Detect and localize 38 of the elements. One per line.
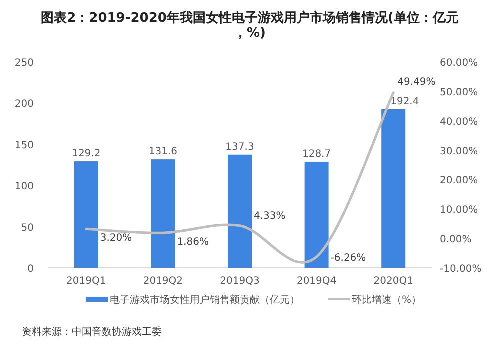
text: 资料来源：中国音数协游戏工委 — [22, 326, 162, 338]
data-label: 4.33% — [254, 210, 286, 222]
y2-tick-label: 40.00% — [440, 116, 478, 128]
x-tick-label: 2019Q4 — [296, 276, 337, 287]
data-label: 131.6 — [148, 146, 178, 158]
y2-tick-label: 30.00% — [440, 146, 478, 158]
y2-tick-label: 50.00% — [440, 87, 478, 98]
data-label: 49.49% — [398, 76, 436, 88]
data-label: 137.3 — [226, 142, 254, 153]
data-label: 3.20% — [100, 233, 132, 244]
x-tick-label: 2020Q1 — [374, 276, 414, 287]
y2-tick-label: 10.00% — [440, 205, 478, 216]
data-label: 129.2 — [72, 148, 101, 160]
y2-tick-label: 20.00% — [440, 176, 478, 187]
y-tick-label: 150 — [14, 140, 34, 152]
data-label: 1.86% — [177, 237, 209, 248]
bar — [74, 162, 98, 268]
data-label: 192.4 — [390, 96, 420, 108]
y-tick-label: 200 — [14, 99, 34, 110]
y-tick-label: 50 — [21, 222, 34, 234]
bar — [382, 109, 406, 268]
bar — [304, 162, 329, 268]
x-tick-label: 2019Q2 — [143, 276, 184, 287]
legend-label: 电子游戏市场女性用户销售额贡献（亿元） — [110, 294, 300, 306]
y-tick-label: 250 — [14, 58, 34, 69]
y-tick-label: 100 — [14, 182, 34, 193]
data-label: 128.7 — [302, 148, 332, 160]
legend-label: 环比增速（%） — [352, 294, 422, 306]
y2-tick-label: -10.00% — [440, 264, 482, 275]
chart-title: 图表2：2019-2020年我国女性电子游戏用户市场销售情况(单位：亿元，%) — [41, 10, 459, 41]
data-label: -6.26% — [330, 252, 366, 264]
y-tick-label: 0 — [28, 264, 34, 275]
x-tick-label: 2019Q1 — [66, 276, 106, 287]
x-tick-label: 2019Q3 — [220, 276, 260, 287]
bar — [228, 154, 252, 268]
y2-tick-label: 0.00% — [440, 234, 472, 246]
bar — [151, 160, 176, 268]
y2-tick-label: 60.00% — [440, 58, 478, 69]
